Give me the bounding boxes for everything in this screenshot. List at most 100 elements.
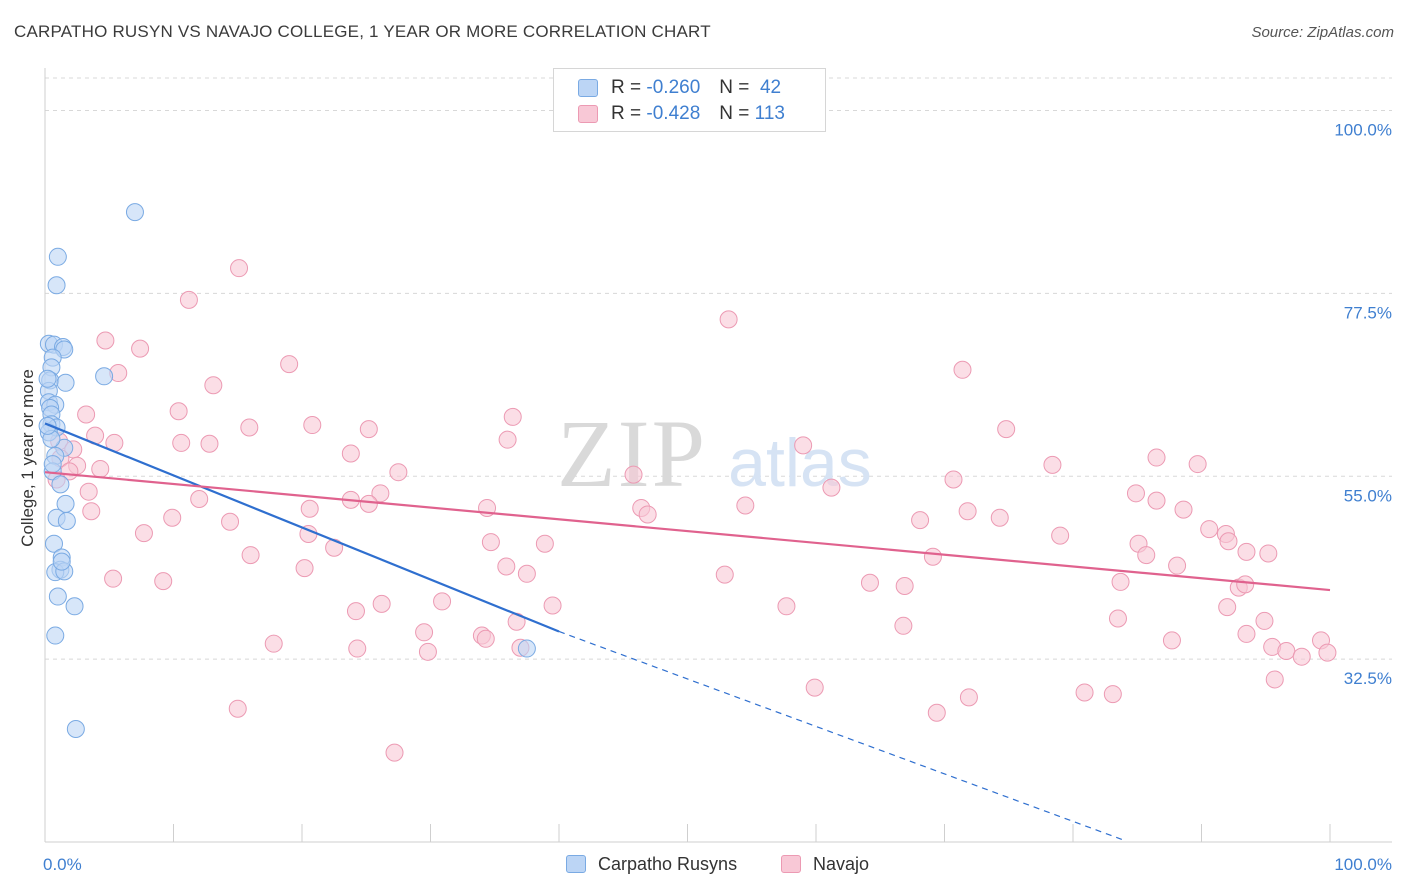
navajo-point (497, 557, 516, 576)
navajo-point (433, 592, 452, 611)
pink-swatch (781, 855, 801, 873)
navajo-point (300, 499, 319, 518)
navajo-point (1168, 556, 1187, 575)
y-tick-label: 77.5% (1344, 303, 1392, 322)
navajo-point (990, 508, 1009, 527)
navajo-point (517, 564, 536, 583)
navajo-point (341, 444, 360, 463)
navajo-point (1255, 611, 1274, 630)
axes (44, 68, 1392, 843)
bottom-legend-label: Navajo (813, 853, 870, 874)
carpatho-rusyn-point (95, 367, 114, 386)
navajo-point (1147, 448, 1166, 467)
navajo-point (172, 433, 191, 452)
navajo-point (1218, 598, 1237, 617)
navajo-point (96, 331, 115, 350)
navajo-point (1111, 572, 1130, 591)
bottom-legend-label: Carpatho Rusyns (598, 853, 738, 874)
navajo-point (1162, 631, 1181, 650)
navajo-point (228, 699, 247, 718)
navajo-points (47, 259, 1337, 762)
carpatho-rusyn-point (56, 373, 75, 392)
tick-labels: 32.5% 55.0% 77.5% 100.0% 0.0% 100.0% (43, 121, 1392, 874)
navajo-point (822, 478, 841, 497)
carpatho-rusyn-trend-line (44, 422, 560, 633)
navajo-point (131, 339, 150, 358)
watermark-zip: ZIP (557, 400, 707, 507)
navajo-point (77, 405, 96, 424)
navajo-point (1188, 455, 1207, 474)
x-tick-label: 100.0% (1334, 855, 1392, 874)
navajo-point (230, 259, 249, 278)
carpatho-rusyn-trend-extension (558, 630, 1125, 841)
navajo-point (1292, 647, 1311, 666)
legend-n-value: 42 (759, 77, 782, 98)
navajo-point (1108, 609, 1127, 628)
navajo-trend-line (44, 471, 1331, 592)
navajo-point (944, 470, 963, 489)
navajo-point (958, 502, 977, 521)
carpatho-rusyn-point (48, 587, 67, 606)
navajo-point (190, 490, 209, 509)
navajo-point (777, 597, 796, 616)
bottom-legend-carpatho: Carpatho Rusyns (566, 852, 737, 876)
bottom-legend-navajo: Navajo (781, 852, 869, 876)
legend-n-value: 113 (754, 103, 785, 124)
navajo-point (169, 402, 188, 421)
navajo-point (503, 407, 522, 426)
navajo-point (953, 360, 972, 379)
navajo-point (348, 639, 367, 658)
legend-n-label: N = (719, 103, 750, 124)
legend-row-navajo: R = -0.428 N = 113 (554, 102, 785, 126)
carpatho-rusyn-point (43, 455, 62, 474)
trend-lines (44, 422, 1331, 841)
navajo-point (959, 688, 978, 707)
navajo-point (295, 559, 314, 578)
navajo-point (715, 565, 734, 584)
watermark-atlas: atlas (728, 425, 872, 501)
navajo-point (134, 524, 153, 543)
navajo-point (911, 511, 930, 530)
carpatho-rusyn-point (46, 626, 65, 645)
navajo-point (418, 642, 437, 661)
navajo-point (1236, 575, 1255, 594)
x-tick-label: 0.0% (43, 855, 82, 874)
legend-n-label: N = (719, 77, 750, 98)
carpatho-rusyn-point (65, 597, 84, 616)
navajo-point (927, 703, 946, 722)
navajo-point (1219, 532, 1238, 551)
navajo-point (894, 616, 913, 635)
navajo-point (498, 430, 517, 449)
carpatho-rusyn-point (44, 534, 63, 553)
navajo-point (280, 355, 299, 374)
navajo-point (794, 436, 813, 455)
navajo-point (264, 634, 283, 653)
blue-swatch (566, 855, 586, 873)
correlation-legend: R = -0.260 N = 42 R = -0.428 N = 113 (553, 68, 826, 132)
navajo-point (1237, 542, 1256, 561)
navajo-point (303, 416, 322, 435)
y-tick-label: 32.5% (1344, 669, 1392, 688)
navajo-point (1075, 683, 1094, 702)
navajo-point (200, 434, 219, 453)
blue-swatch (578, 79, 598, 97)
carpatho-rusyn-point (48, 247, 67, 266)
navajo-point (359, 420, 378, 439)
navajo-point (204, 376, 223, 395)
navajo-point (1147, 491, 1166, 510)
carpatho-rusyn-point (517, 639, 536, 658)
chart-title: CARPATHO RUSYN VS NAVAJO COLLEGE, 1 YEAR… (14, 22, 711, 41)
navajo-point (1200, 520, 1219, 539)
navajo-point (895, 576, 914, 595)
navajo-point (481, 533, 500, 552)
navajo-point (624, 465, 643, 484)
navajo-point (535, 534, 554, 553)
legend-r-label: R = (611, 77, 642, 98)
carpatho-rusyn-point (125, 203, 144, 222)
carpatho-rusyn-point (57, 511, 76, 530)
navajo-point (1277, 642, 1296, 660)
legend-r-value: -0.428 (646, 103, 701, 124)
carpatho-rusyn-points (38, 203, 536, 739)
legend-r-value: -0.260 (646, 77, 701, 98)
